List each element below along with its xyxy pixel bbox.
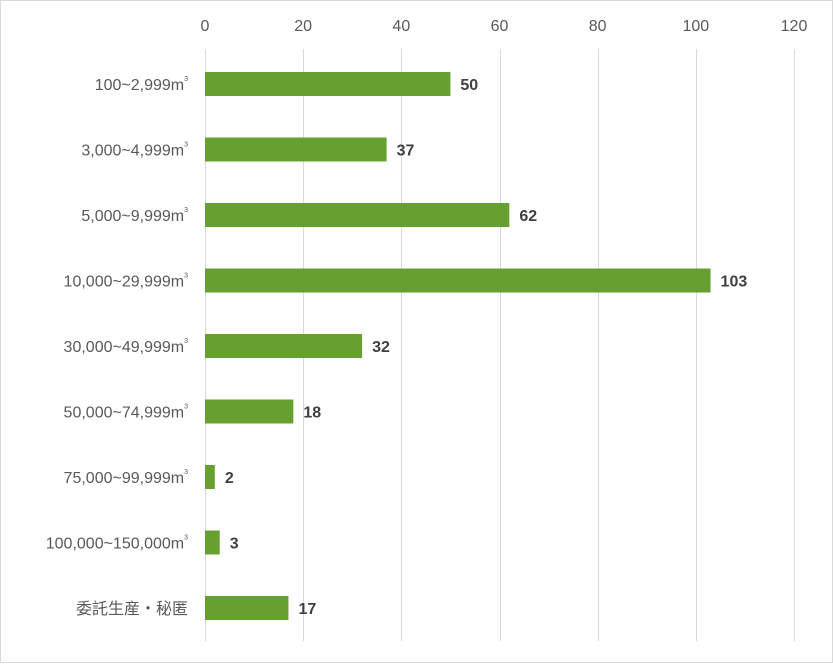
bar <box>205 334 363 358</box>
category-label-text: 100~2,999m <box>95 77 184 94</box>
category-label-superscript: 3 <box>184 142 188 149</box>
category-label-text: 100,000~150,000m <box>46 536 184 553</box>
category-label-superscript: 3 <box>184 338 188 345</box>
category-label: 30,000~49,999m3 <box>64 338 189 356</box>
x-tick-label: 100 <box>682 18 709 35</box>
data-labels: 50 37 62 103 32 18 2 3 17 <box>225 77 748 618</box>
data-label: 18 <box>303 405 321 422</box>
data-label: 3 <box>230 536 239 553</box>
category-label-superscript: 3 <box>184 469 188 476</box>
category-label: 50,000~74,999m3 <box>64 404 189 422</box>
x-tick-label: 20 <box>294 18 312 35</box>
bar <box>205 72 451 96</box>
x-tick-label: 40 <box>392 18 410 35</box>
category-label: 5,000~9,999m3 <box>81 207 188 225</box>
x-tick-label: 120 <box>781 18 808 35</box>
category-labels: 100~2,999m33,000~4,999m35,000~9,999m310,… <box>46 76 188 618</box>
bar <box>205 399 294 424</box>
category-label: 100~2,999m3 <box>95 76 188 94</box>
category-label: 10,000~29,999m3 <box>64 273 189 291</box>
x-tick-label: 0 <box>201 18 210 35</box>
bar <box>205 596 289 620</box>
bar <box>205 268 711 293</box>
category-label-superscript: 3 <box>184 76 188 83</box>
category-label-superscript: 3 <box>184 207 188 214</box>
data-label: 2 <box>225 470 234 487</box>
bar <box>205 465 215 489</box>
category-label-superscript: 3 <box>184 273 188 280</box>
x-tick-label: 80 <box>589 18 607 35</box>
data-label: 62 <box>519 208 537 225</box>
data-label: 17 <box>298 601 316 618</box>
category-label-superscript: 3 <box>184 535 188 542</box>
data-label: 103 <box>721 274 748 291</box>
category-label-text: 委託生産・秘匿 <box>76 600 188 618</box>
category-label-text: 3,000~4,999m <box>81 143 184 160</box>
category-label: 100,000~150,000m3 <box>46 535 188 553</box>
bar <box>205 203 510 227</box>
category-label: 75,000~99,999m3 <box>64 469 189 487</box>
category-label-text: 30,000~49,999m <box>64 339 185 356</box>
bars <box>205 72 711 620</box>
data-label: 37 <box>397 143 415 160</box>
category-label: 委託生産・秘匿 <box>76 600 188 618</box>
category-label-text: 75,000~99,999m <box>64 470 185 487</box>
bar <box>205 530 220 555</box>
category-label-text: 5,000~9,999m <box>81 208 184 225</box>
x-axis-ticks: 0 20 40 60 80 100 120 <box>201 18 808 35</box>
category-label-superscript: 3 <box>184 404 188 411</box>
category-label-text: 10,000~29,999m <box>64 274 185 291</box>
category-label-text: 50,000~74,999m <box>64 405 185 422</box>
data-label: 32 <box>372 339 390 356</box>
x-tick-label: 60 <box>491 18 509 35</box>
bar <box>205 137 387 162</box>
data-label: 50 <box>460 77 478 94</box>
category-label: 3,000~4,999m3 <box>81 142 188 160</box>
